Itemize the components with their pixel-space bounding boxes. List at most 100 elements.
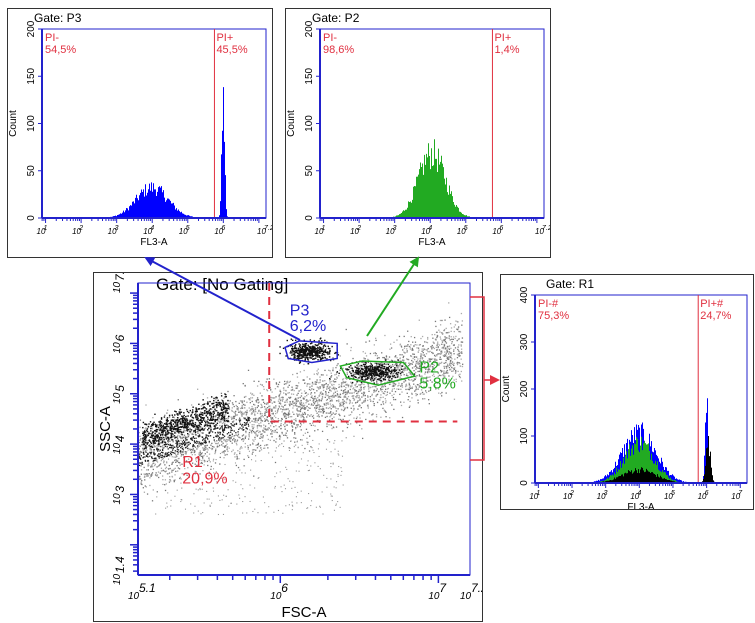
scatter-event [305, 402, 307, 404]
scatter-event [445, 359, 447, 362]
scatter-event [316, 402, 319, 404]
scatter-event [140, 473, 143, 475]
scatter-event [170, 444, 173, 447]
scatter-event [244, 384, 246, 387]
scatter-event [332, 369, 334, 372]
scatter-event [342, 430, 344, 432]
scatter-event [293, 422, 296, 424]
scatter-event [147, 434, 149, 436]
scatter-event [189, 430, 191, 433]
x-tick-exponent: 2 [356, 225, 361, 232]
scatter-event [357, 408, 359, 410]
scatter-event [354, 396, 357, 398]
scatter-event [413, 358, 416, 361]
scatter-event [281, 433, 283, 435]
scatter-event [420, 353, 422, 355]
scatter-event [259, 416, 262, 418]
scatter-event [421, 350, 423, 352]
scatter-event [208, 412, 211, 415]
scatter-event [274, 397, 276, 399]
scatter-event [310, 465, 312, 467]
scatter-event [334, 381, 337, 383]
scatter-event [433, 364, 435, 367]
scatter-event [340, 404, 343, 407]
scatter-event [256, 427, 259, 429]
scatter-event [460, 352, 462, 354]
scatter-event [213, 399, 215, 402]
scatter-event [434, 385, 436, 387]
scatter-event [359, 424, 361, 426]
scatter-event [326, 374, 328, 376]
scatter-event [246, 409, 248, 412]
scatter-event [180, 411, 183, 413]
scatter-event [173, 430, 175, 432]
scatter-event [166, 433, 169, 435]
scatter-event [272, 413, 274, 416]
scatter-event [204, 427, 207, 429]
scatter-event [246, 401, 248, 403]
scatter-event [184, 437, 187, 439]
scatter-event [239, 437, 241, 439]
scatter-event [296, 414, 299, 416]
scatter-event [359, 417, 361, 419]
scatter-event [449, 361, 452, 363]
scatter-event [228, 432, 230, 434]
scatter-event [389, 343, 392, 345]
scatter-event [363, 383, 365, 386]
scatter-event [459, 355, 461, 357]
scatter-event [181, 420, 184, 422]
scatter-event [160, 438, 162, 441]
scatter-event [252, 411, 254, 413]
scatter-event [218, 413, 221, 416]
scatter-event [292, 373, 294, 376]
scatter-event [281, 442, 283, 445]
scatter-event [296, 394, 298, 396]
scatter-event [144, 479, 146, 481]
scatter-event [408, 371, 410, 374]
scatter-event [230, 437, 232, 440]
scatter-event [303, 352, 306, 355]
scatter-event [450, 352, 452, 354]
scatter-event [410, 362, 412, 365]
scatter-event [304, 408, 306, 410]
scatter-event [456, 328, 458, 330]
scatter-event [169, 440, 171, 442]
scatter-event [155, 437, 157, 439]
scatter-event [456, 320, 458, 323]
scatter-event [443, 328, 446, 331]
scatter-event [417, 362, 420, 365]
scatter-event [143, 440, 145, 443]
scatter-event [253, 430, 255, 433]
scatter-event [304, 350, 306, 352]
scatter-event [194, 413, 196, 416]
scatter-event [212, 406, 214, 409]
scatter-event [263, 444, 266, 447]
scatter-event [274, 461, 277, 464]
scatter-event [368, 388, 370, 390]
scatter-event [457, 348, 459, 351]
scatter-event [282, 445, 285, 448]
scatter-event [316, 415, 318, 417]
scatter-event [302, 343, 304, 345]
scatter-event [342, 379, 344, 381]
scatter-event [379, 368, 381, 370]
scatter-event [157, 465, 159, 467]
scatter-event [259, 413, 262, 415]
scatter-event [198, 463, 200, 466]
scatter-event [174, 474, 176, 476]
x-tick-exponent: 3 [393, 225, 397, 232]
scatter-event [165, 422, 167, 424]
scatter-event [175, 436, 177, 438]
scatter-event [215, 435, 217, 438]
scatter-event [175, 461, 177, 463]
scatter-event [146, 429, 148, 432]
scatter-event [152, 437, 155, 440]
scatter-event [434, 358, 436, 361]
scatter-event [347, 395, 350, 398]
scatter-event [210, 413, 212, 415]
scatter-event [269, 425, 272, 427]
scatter-event [427, 347, 429, 350]
scatter-event [192, 419, 194, 422]
scatter-event [428, 376, 430, 378]
scatter-event [225, 396, 227, 398]
